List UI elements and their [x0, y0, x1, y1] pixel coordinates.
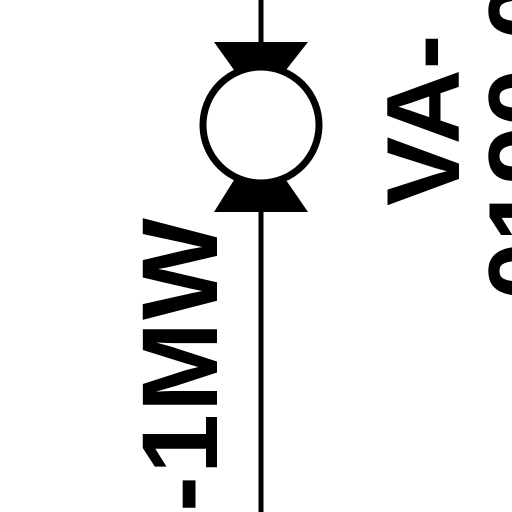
valve-id-label-line2: 0190 0 [468, 0, 512, 300]
component-tag-label: -1MW [119, 216, 240, 512]
valve-circle [199, 63, 323, 187]
valve-bottom-wedge [214, 180, 308, 212]
valve-top-wedge [214, 42, 308, 70]
valve-id-label-line1: VA- [366, 34, 482, 206]
